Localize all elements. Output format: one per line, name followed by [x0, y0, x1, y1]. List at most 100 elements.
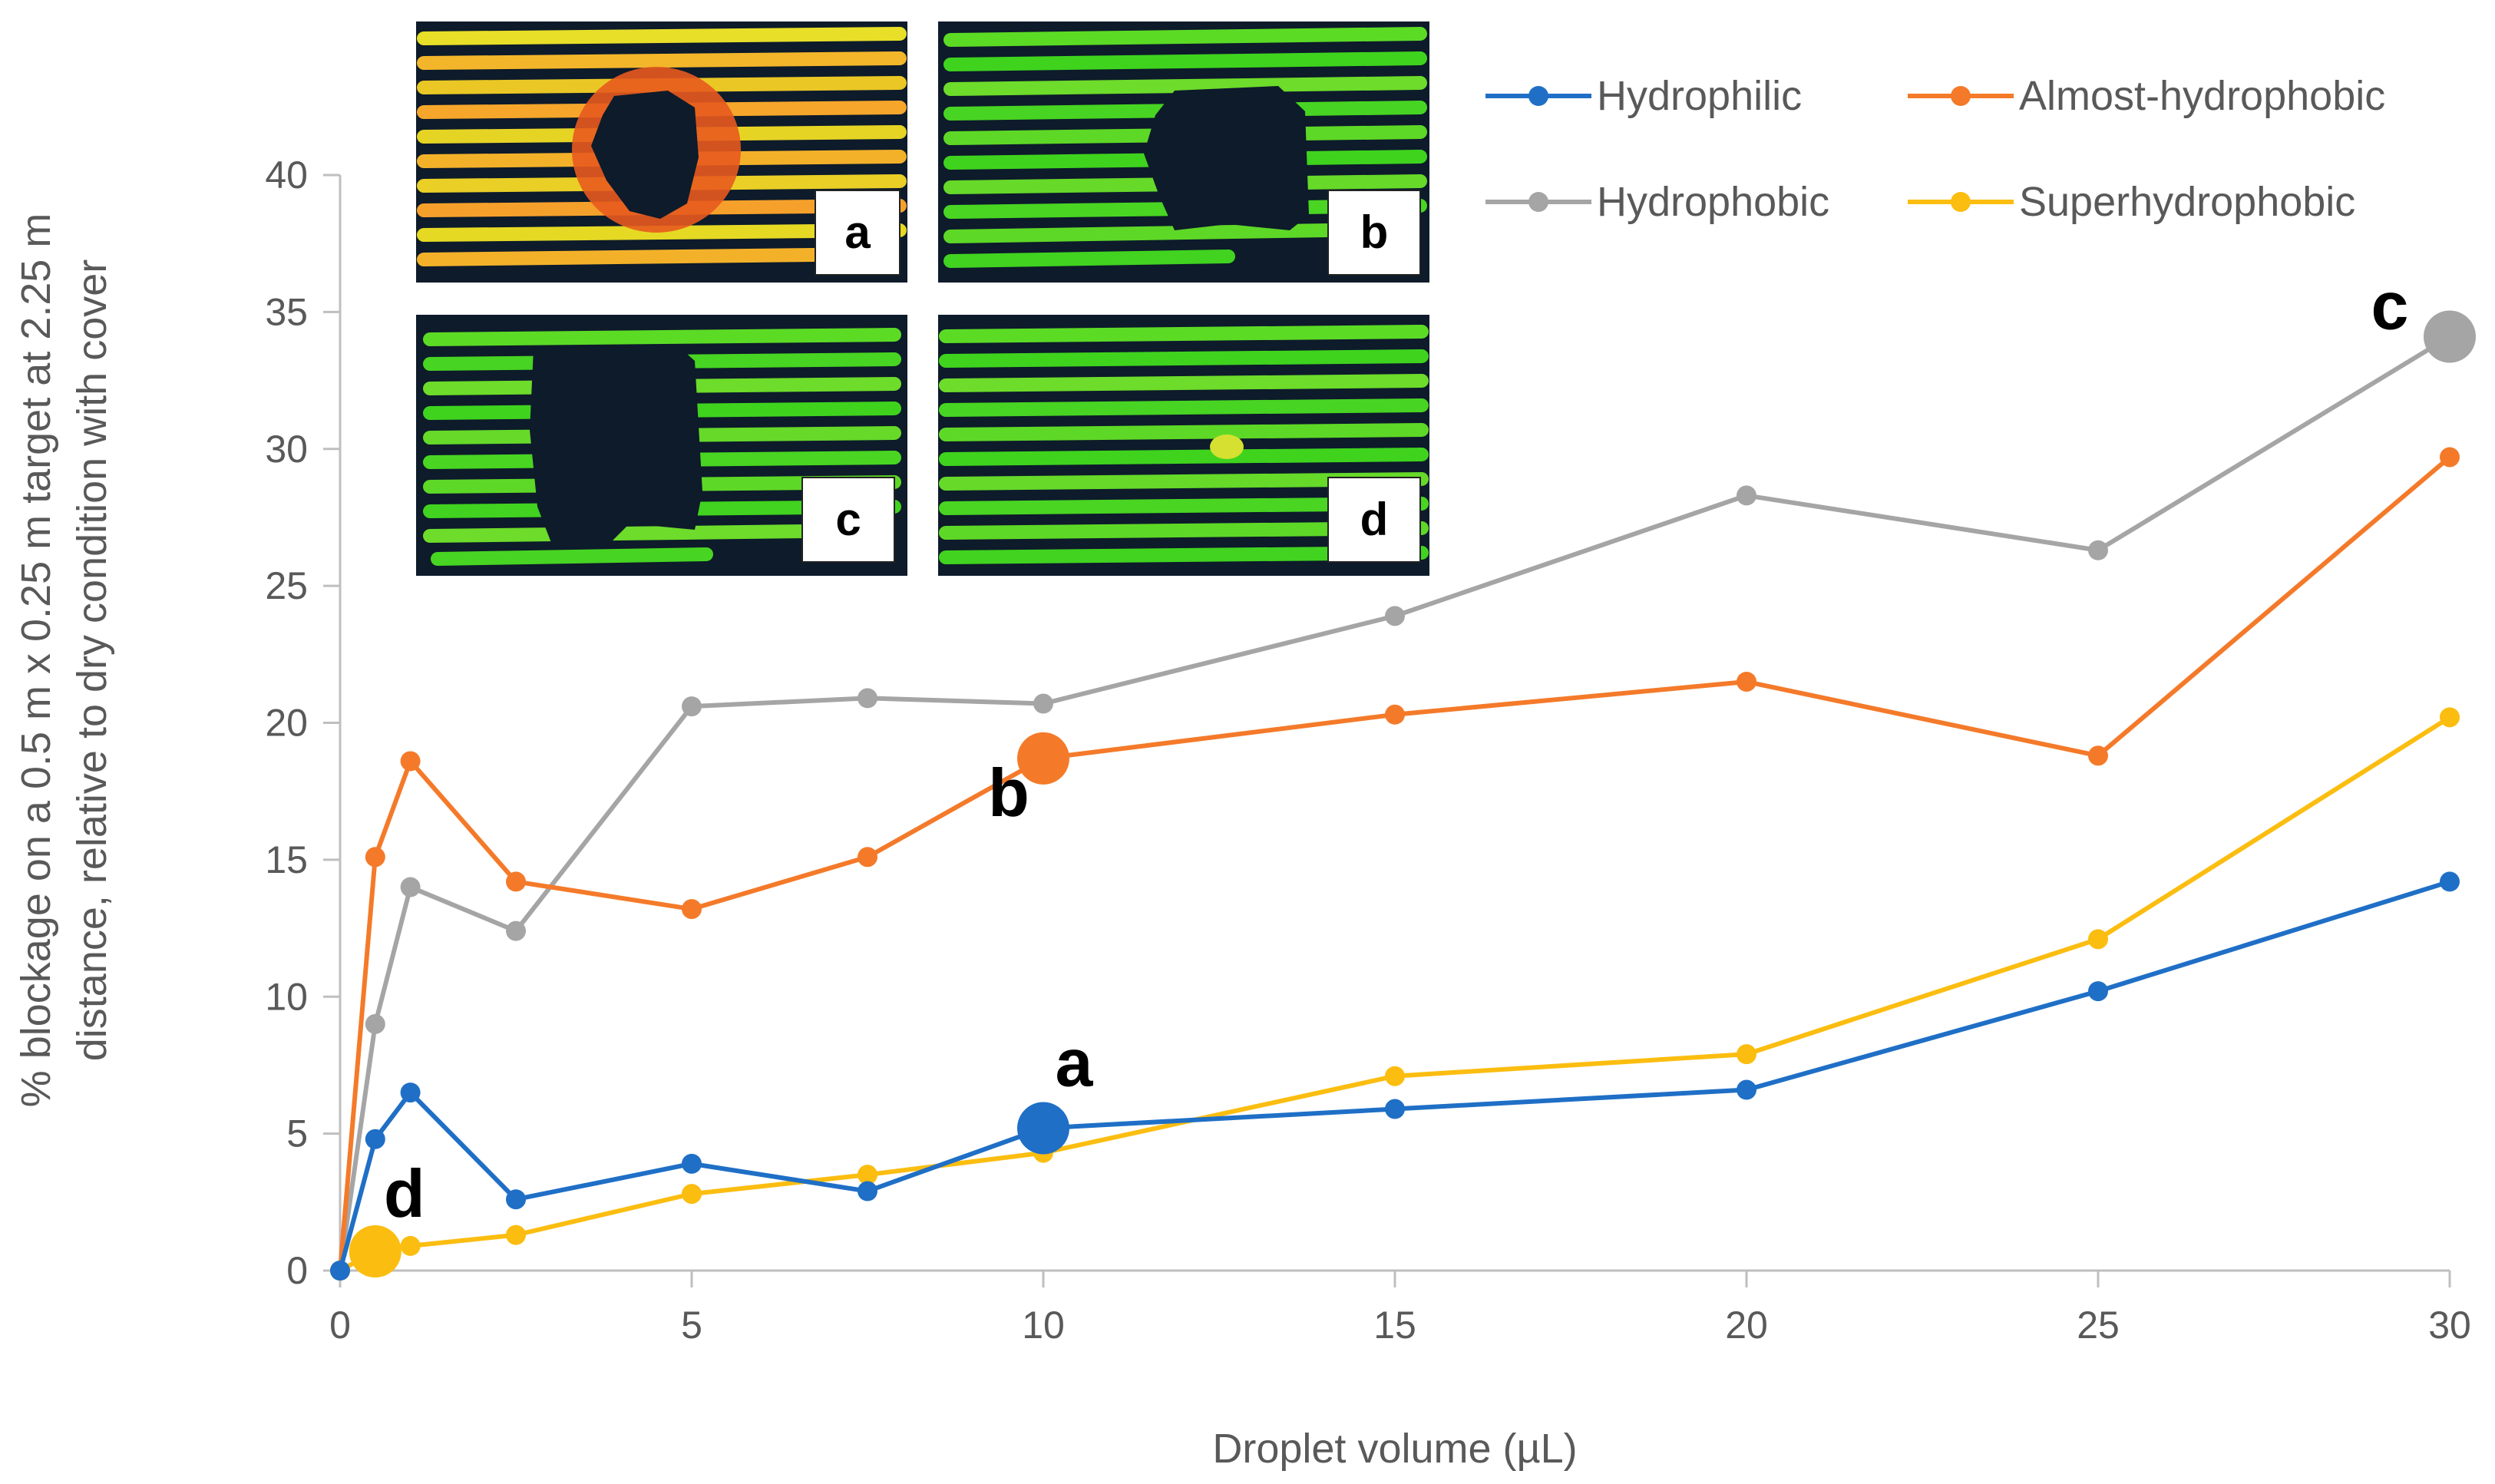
data-point-hydrophobic-8	[1737, 485, 1756, 506]
legend-entry-hydrophilic: Hydrophilic	[1485, 73, 1802, 119]
callout-layer: a b c d	[349, 267, 2476, 1278]
data-point-superhydrophobic-10	[2440, 707, 2460, 728]
inset-a: a	[416, 21, 907, 283]
data-point-hydrophilic-4	[682, 1153, 702, 1174]
callout-label-b: b	[988, 755, 1029, 831]
x-tick-label-10: 10	[1022, 1304, 1065, 1347]
data-point-almost-hydrophobic-8	[1737, 671, 1756, 692]
x-tick-label-25: 25	[2077, 1304, 2120, 1347]
data-point-almost-hydrophobic-3	[506, 871, 526, 892]
data-point-hydrophobic-1	[365, 1013, 385, 1034]
legend: Hydrophilic Almost-hydrophobic Hydrophob…	[1485, 73, 2385, 225]
inset-b-label-box	[1327, 190, 1421, 276]
data-point-hydrophilic-2	[400, 1082, 421, 1103]
data-point-hydrophobic-6	[1033, 693, 1053, 714]
inset-a-label-box	[815, 190, 901, 276]
series-superhydrophobic	[330, 707, 2460, 1281]
legend-label-superhydrophobic: Superhydrophobic	[2019, 179, 2355, 225]
data-point-almost-hydrophobic-7	[1385, 704, 1405, 725]
data-point-hydrophilic-9	[2088, 981, 2108, 1002]
callout-marker-d	[349, 1225, 402, 1278]
inset-images: a b	[416, 21, 1429, 576]
inset-d: d	[938, 315, 1429, 576]
y-tick-label-20: 20	[265, 702, 308, 745]
y-axis-label-line-2: distance, relative to dry condition with…	[69, 259, 115, 1062]
x-axis-label: Droplet volume (µL)	[1212, 1426, 1577, 1472]
callout-marker-c	[2424, 310, 2476, 363]
y-tick-label-10: 10	[265, 975, 308, 1018]
legend-marker-superhydrophobic	[1951, 192, 1971, 212]
data-point-hydrophilic-1	[365, 1129, 385, 1149]
y-ticks: 0 5 10 15 20 25 30 35 40	[265, 154, 340, 1292]
data-point-superhydrophobic-8	[1737, 1044, 1756, 1065]
data-point-hydrophilic-7	[1385, 1099, 1405, 1119]
data-point-superhydrophobic-7	[1385, 1066, 1405, 1086]
data-point-hydrophobic-7	[1385, 606, 1405, 626]
data-point-superhydrophobic-5	[858, 1165, 877, 1185]
data-point-almost-hydrophobic-4	[682, 899, 702, 920]
legend-label-hydrophobic: Hydrophobic	[1597, 179, 1829, 225]
inset-d-label: d	[1360, 494, 1389, 545]
data-point-hydrophobic-9	[2088, 540, 2108, 560]
inset-d-label-box	[1327, 477, 1421, 563]
x-tick-label-15: 15	[1373, 1304, 1416, 1347]
legend-entry-superhydrophobic: Superhydrophobic	[1908, 179, 2355, 225]
data-point-superhydrophobic-4	[682, 1184, 702, 1205]
inset-b-label: b	[1360, 207, 1389, 258]
x-tick-label-30: 30	[2428, 1304, 2471, 1347]
series-line-superhydrophobic	[339, 715, 2451, 1273]
y-tick-label-30: 30	[265, 428, 308, 471]
callout-marker-a	[1017, 1102, 1069, 1155]
data-point-almost-hydrophobic-5	[858, 847, 877, 868]
data-point-hydrophilic-5	[858, 1181, 877, 1201]
callout-label-c: c	[2371, 267, 2409, 343]
x-tick-label-5: 5	[681, 1304, 702, 1347]
data-point-hydrophobic-4	[682, 696, 702, 717]
x-tick-label-0: 0	[329, 1304, 351, 1347]
legend-marker-hydrophobic	[1528, 192, 1548, 212]
y-tick-label-5: 5	[286, 1112, 308, 1155]
data-point-hydrophilic-3	[506, 1189, 526, 1210]
x-tick-label-20: 20	[1725, 1304, 1768, 1347]
data-point-almost-hydrophobic-2	[400, 751, 421, 772]
data-point-hydrophobic-5	[858, 688, 877, 709]
inset-a-label: a	[844, 207, 871, 258]
y-axis-label: % blockage on a 0.5 m x 0.25 m target at…	[13, 213, 115, 1108]
inset-b: b	[938, 21, 1429, 283]
callout-label-a: a	[1056, 1024, 1094, 1100]
data-point-almost-hydrophobic-9	[2088, 745, 2108, 766]
data-point-hydrophilic-0	[330, 1261, 350, 1281]
legend-marker-almost-hydrophobic	[1951, 86, 1971, 106]
data-point-almost-hydrophobic-10	[2440, 447, 2460, 468]
callout-label-d: d	[384, 1155, 425, 1231]
y-axis-label-line-1: % blockage on a 0.5 m x 0.25 m target at…	[13, 213, 59, 1108]
y-tick-label-0: 0	[286, 1249, 308, 1292]
callout-marker-b	[1017, 732, 1069, 785]
data-point-superhydrophobic-9	[2088, 929, 2108, 950]
y-tick-label-15: 15	[265, 838, 308, 881]
data-point-hydrophobic-2	[400, 877, 421, 897]
data-point-almost-hydrophobic-1	[365, 847, 385, 868]
data-point-superhydrophobic-2	[400, 1235, 421, 1256]
legend-label-almost-hydrophobic: Almost-hydrophobic	[2019, 73, 2385, 119]
data-point-hydrophobic-3	[506, 920, 526, 941]
data-point-hydrophilic-10	[2440, 871, 2460, 892]
inset-b-blockage-hole	[1144, 86, 1309, 230]
inset-c-blockage-hole	[530, 344, 702, 547]
legend-entry-almost-hydrophobic: Almost-hydrophobic	[1908, 73, 2385, 119]
y-tick-label-25: 25	[265, 564, 308, 607]
x-ticks: 0 5 10 15 20 25 30	[329, 1271, 2471, 1347]
y-tick-label-40: 40	[265, 154, 308, 197]
inset-c-label-box	[801, 477, 895, 563]
series-hydrophobic	[330, 326, 2460, 1281]
legend-marker-hydrophilic	[1528, 86, 1548, 106]
y-tick-label-35: 35	[265, 290, 308, 333]
inset-d-spot	[1210, 435, 1244, 459]
series-line-almost-hydrophobic	[338, 455, 2451, 1271]
data-point-superhydrophobic-3	[506, 1225, 526, 1245]
legend-label-hydrophilic: Hydrophilic	[1597, 73, 1802, 119]
inset-c-label: c	[835, 494, 861, 545]
inset-a-blockage-hole	[591, 91, 699, 219]
data-point-hydrophilic-8	[1737, 1079, 1756, 1100]
